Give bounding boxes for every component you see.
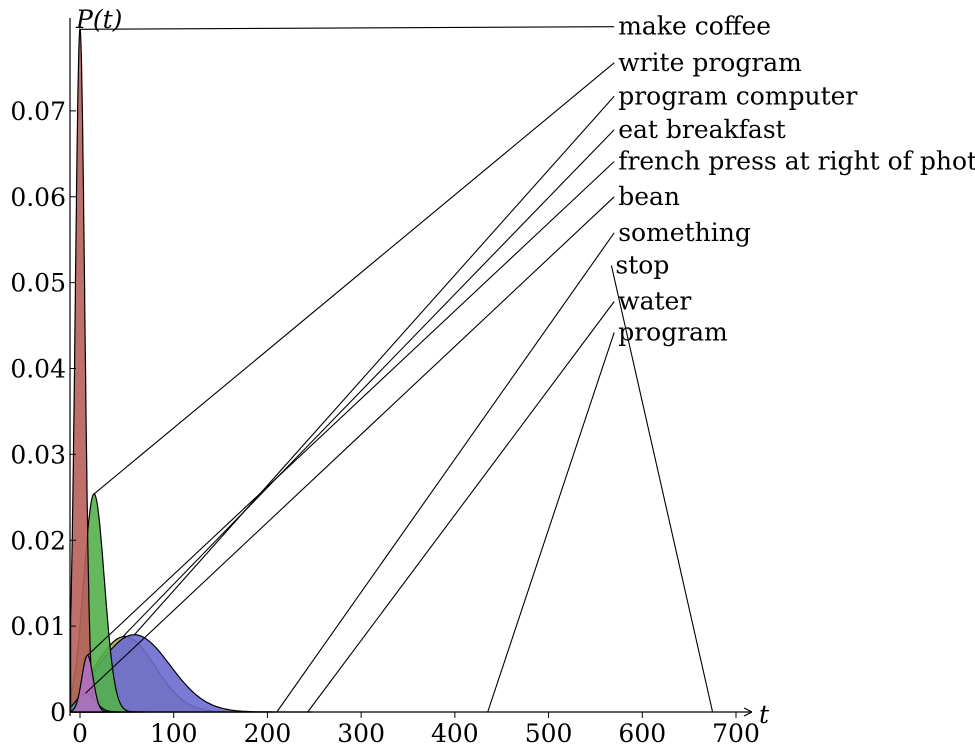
leader-eat-breakfast	[122, 129, 615, 637]
label-french-press-at-right-of-photo: french press at right of photo	[618, 147, 975, 176]
x-tick-label: 100	[150, 719, 198, 745]
label-write-program: write program	[618, 48, 802, 77]
x-tick-label: 400	[431, 719, 479, 745]
series-labels: make coffee write program program computer…	[615, 12, 975, 347]
label-something: something	[618, 218, 751, 247]
y-tick-label: 0.06	[10, 183, 66, 212]
x-tick-label: 0	[72, 719, 88, 745]
leader-bean	[85, 196, 615, 694]
leader-lines	[79, 26, 714, 713]
y-tick-label: 0.01	[10, 612, 66, 641]
label-stop: stop	[615, 251, 669, 280]
leader-something	[276, 232, 615, 713]
axes: 0 100 200 300 400 500 600 700 0 0.01 0.02 0.03 0.04 0…	[10, 5, 770, 748]
y-tick-label: 0.07	[10, 97, 66, 126]
label-water: water	[618, 287, 691, 316]
y-tick-label: 0.04	[10, 355, 66, 384]
leader-water	[307, 301, 615, 713]
x-tick-label: 600	[618, 719, 666, 745]
label-bean: bean	[618, 182, 680, 211]
label-eat-breakfast: eat breakfast	[618, 115, 786, 144]
y-tick-label: 0.03	[10, 440, 66, 469]
leader-make-coffee	[79, 26, 615, 30]
y-tick-label: 0	[50, 698, 66, 727]
x-axis-arrow	[743, 707, 753, 717]
x-tick-label: 500	[525, 719, 573, 745]
leader-program-computer	[133, 95, 615, 636]
x-tick-label: 200	[244, 719, 292, 745]
y-tick-label: 0.02	[10, 526, 66, 555]
y-tick-label: 0.05	[10, 269, 66, 298]
y-axis-title: P(t)	[75, 5, 122, 34]
label-make-coffee: make coffee	[618, 12, 771, 41]
leader-french-press-at-right-of-photo	[87, 161, 615, 656]
x-tick-label: 700	[712, 719, 760, 745]
x-axis-title: t	[759, 700, 770, 729]
label-program-computer: program computer	[618, 81, 857, 110]
x-tick-label: 300	[337, 719, 385, 745]
leader-write-program	[93, 62, 615, 495]
label-program: program	[618, 317, 728, 346]
leader-stop	[610, 265, 714, 713]
leader-program	[487, 332, 615, 713]
series-areas	[70, 27, 313, 713]
